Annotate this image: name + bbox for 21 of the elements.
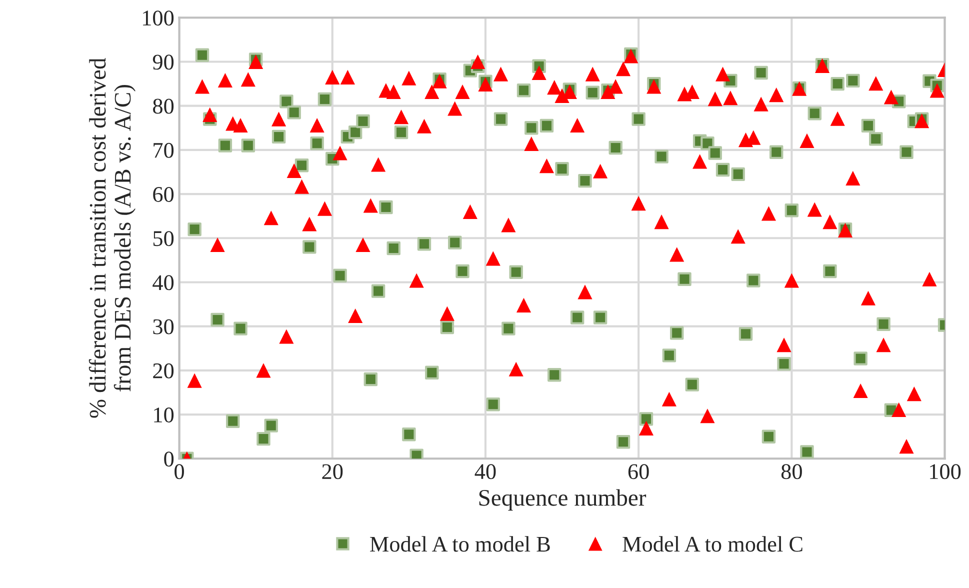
y-tick-label: 10: [154, 407, 174, 422]
x-tick-label: 40: [474, 464, 496, 480]
y-tick-label: 70: [154, 142, 174, 158]
legend-label: Model A to model B: [370, 536, 550, 552]
y-axis-title: % difference in transition cost derived from DES models (A/B vs. A/C): [88, 58, 136, 418]
y-tick-label: 80: [153, 98, 174, 114]
x-tick-label: 80: [781, 464, 802, 480]
x-tick-label: 20: [322, 464, 343, 480]
y-tick-label: 0: [164, 452, 174, 467]
x-tick-label: 60: [628, 464, 649, 480]
legend-label: Model A to model C: [622, 536, 802, 552]
x-axis-title: Sequence number: [479, 489, 646, 511]
y-tick-label: 20: [153, 363, 174, 378]
x-tick-label: 0: [174, 464, 184, 480]
y-tick-label: 40: [152, 275, 174, 290]
y-tick-label: 90: [152, 54, 174, 70]
y-tick-label: 60: [153, 186, 174, 202]
y-tick-label: 30: [153, 319, 174, 334]
y-tick-label: 50: [153, 231, 174, 246]
x-tick-label: 100: [930, 464, 961, 480]
y-tick-label: 100: [143, 10, 174, 26]
